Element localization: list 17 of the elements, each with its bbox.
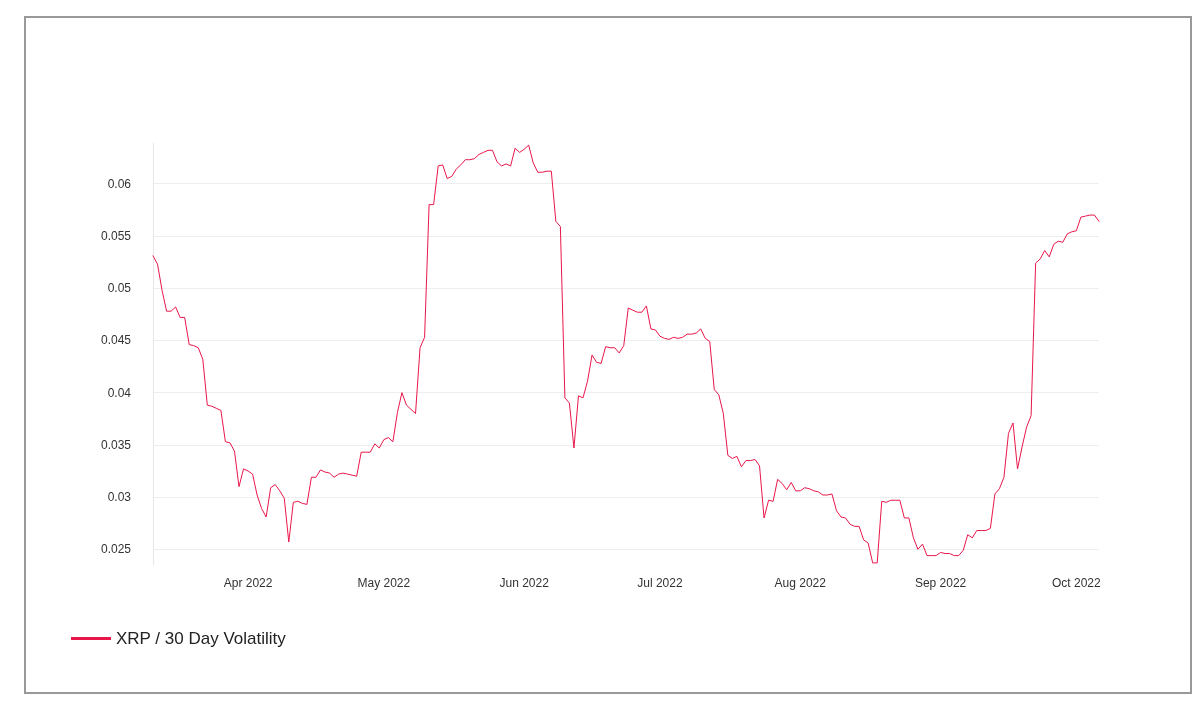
x-tick-label: Jul 2022 (637, 576, 683, 590)
line-series (152, 144, 1100, 564)
x-tick-label: May 2022 (357, 576, 411, 590)
x-tick-label: Sep 2022 (914, 576, 967, 590)
x-tick-label: Apr 2022 (223, 576, 273, 590)
y-tick-label: 0.03 (107, 490, 132, 505)
y-tick-label: 0.05 (107, 281, 132, 296)
y-tick-label: 0.055 (100, 228, 132, 243)
x-tick-label: Jun 2022 (499, 576, 550, 590)
y-tick-label: 0.025 (100, 542, 132, 557)
y-tick-label: 0.04 (107, 385, 132, 400)
x-tick-label: Aug 2022 (774, 576, 827, 590)
legend-label: XRP / 30 Day Volatility (116, 629, 287, 648)
y-tick-label: 0.035 (100, 437, 132, 452)
y-tick-label: 0.045 (100, 333, 132, 348)
x-tick-label: Oct 2022 (1052, 576, 1102, 590)
y-tick-label: 0.06 (107, 176, 132, 191)
